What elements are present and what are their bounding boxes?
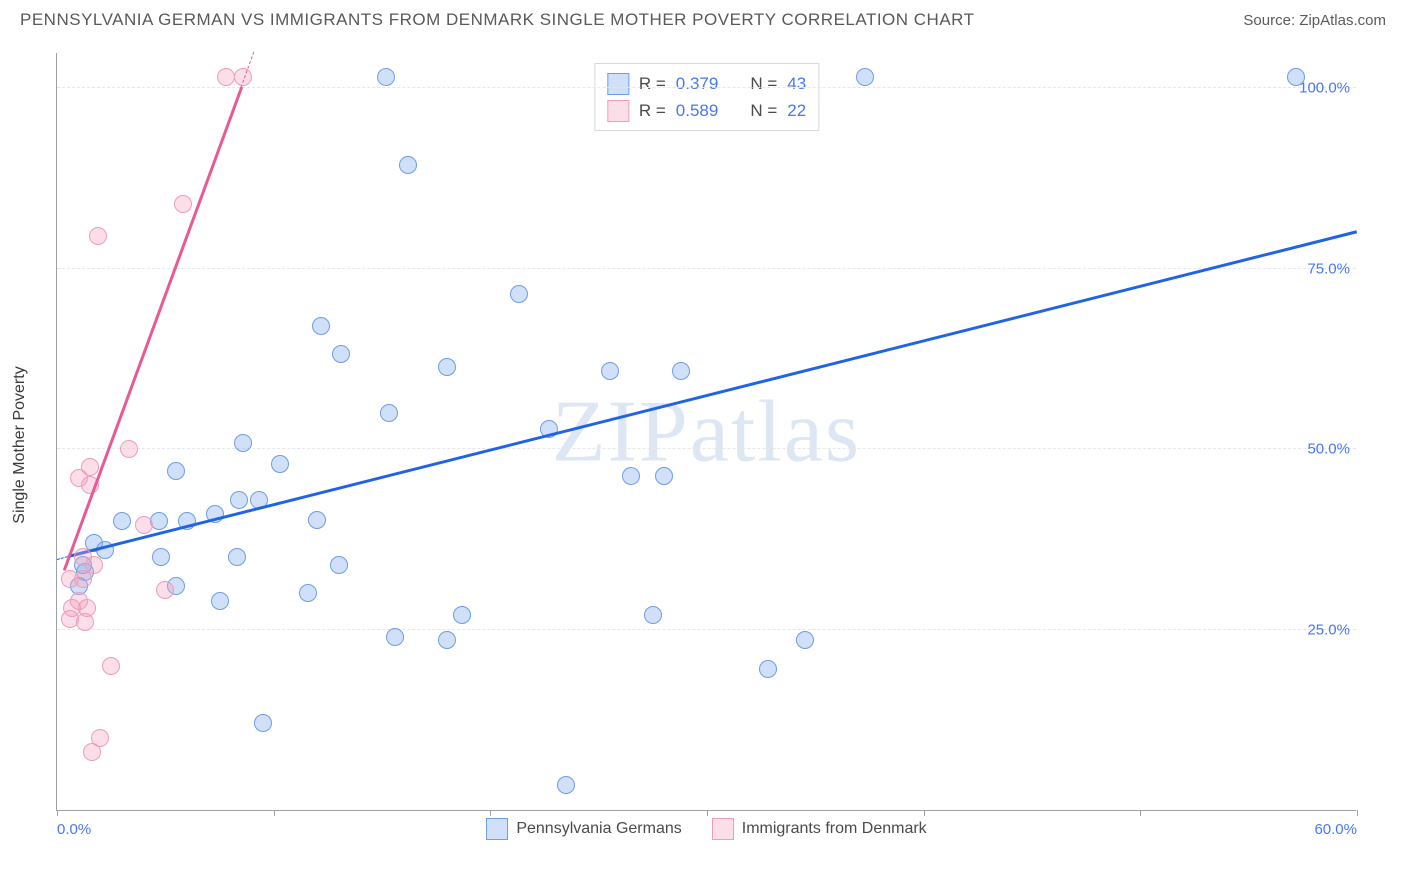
scatter-point <box>622 467 640 485</box>
scatter-point <box>271 455 289 473</box>
source-prefix: Source: <box>1243 12 1299 29</box>
legend-row-series-2: R = 0.589 N = 22 <box>607 97 806 124</box>
scatter-point <box>211 592 229 610</box>
scatter-point <box>438 631 456 649</box>
scatter-point <box>1287 68 1305 86</box>
xtick <box>924 810 925 816</box>
scatter-point <box>230 491 248 509</box>
scatter-point <box>150 512 168 530</box>
legend-item-swatch-2 <box>712 818 734 840</box>
legend-item-swatch-1 <box>486 818 508 840</box>
trend-line <box>68 230 1358 557</box>
scatter-point <box>217 68 235 86</box>
scatter-point <box>856 68 874 86</box>
scatter-point <box>228 548 246 566</box>
xtick <box>707 810 708 816</box>
xtick <box>274 810 275 816</box>
scatter-point <box>377 68 395 86</box>
scatter-point <box>796 631 814 649</box>
scatter-point <box>438 358 456 376</box>
legend-r-label-1: R = <box>639 70 666 97</box>
legend-n-value-1: 43 <box>787 70 806 97</box>
xtick <box>490 810 491 816</box>
scatter-point <box>655 467 673 485</box>
ytick-label: 100.0% <box>1299 80 1350 97</box>
scatter-point <box>386 628 404 646</box>
gridline <box>57 268 1356 269</box>
xtick-label: 60.0% <box>1314 821 1357 838</box>
gridline <box>57 448 1356 449</box>
scatter-point <box>156 581 174 599</box>
xtick <box>1357 810 1358 816</box>
scatter-point <box>312 317 330 335</box>
scatter-point <box>89 227 107 245</box>
watermark-atlas: atlas <box>690 383 861 480</box>
scatter-point <box>174 195 192 213</box>
scatter-point <box>120 440 138 458</box>
series-legend: Pennsylvania Germans Immigrants from Den… <box>57 818 1356 840</box>
trend-line <box>62 86 242 571</box>
legend-r-value-2: 0.589 <box>676 97 719 124</box>
scatter-point <box>74 570 92 588</box>
source-attribution: Source: ZipAtlas.com <box>1243 12 1386 29</box>
scatter-point <box>644 606 662 624</box>
scatter-point <box>672 362 690 380</box>
scatter-point <box>557 776 575 794</box>
watermark-zip: ZIP <box>552 383 690 480</box>
legend-swatch-2 <box>607 100 629 122</box>
ytick-label: 50.0% <box>1307 441 1350 458</box>
scatter-point <box>102 657 120 675</box>
xtick <box>1140 810 1141 816</box>
gridline <box>57 629 1356 630</box>
scatter-point <box>152 548 170 566</box>
legend-n-label-2: N = <box>750 97 777 124</box>
legend-swatch-1 <box>607 73 629 95</box>
legend-r-label-2: R = <box>639 97 666 124</box>
ytick-label: 75.0% <box>1307 260 1350 277</box>
y-axis-label: Single Mother Poverty <box>11 366 29 523</box>
scatter-point <box>308 511 326 529</box>
scatter-point <box>135 516 153 534</box>
legend-r-value-1: 0.379 <box>676 70 719 97</box>
chart-title: PENNSYLVANIA GERMAN VS IMMIGRANTS FROM D… <box>20 10 975 30</box>
legend-item-1: Pennsylvania Germans <box>486 818 681 840</box>
legend-row-series-1: R = 0.379 N = 43 <box>607 70 806 97</box>
chart-container: Single Mother Poverty ZIPatlas R = 0.379… <box>48 45 1388 845</box>
scatter-point <box>76 613 94 631</box>
scatter-point <box>453 606 471 624</box>
scatter-point <box>254 714 272 732</box>
scatter-point <box>759 660 777 678</box>
legend-item-label-2: Immigrants from Denmark <box>742 820 927 838</box>
scatter-point <box>510 285 528 303</box>
header: PENNSYLVANIA GERMAN VS IMMIGRANTS FROM D… <box>0 0 1406 40</box>
xtick-label: 0.0% <box>57 821 91 838</box>
legend-n-label-1: N = <box>750 70 777 97</box>
scatter-point <box>399 156 417 174</box>
legend-n-value-2: 22 <box>787 97 806 124</box>
legend-item-2: Immigrants from Denmark <box>712 818 927 840</box>
legend-item-label-1: Pennsylvania Germans <box>516 820 681 838</box>
scatter-point <box>167 462 185 480</box>
ytick-label: 25.0% <box>1307 621 1350 638</box>
scatter-point <box>83 743 101 761</box>
gridline <box>57 87 1356 88</box>
xtick <box>57 810 58 816</box>
correlation-legend: R = 0.379 N = 43 R = 0.589 N = 22 <box>594 63 819 131</box>
scatter-point <box>380 404 398 422</box>
plot-area: ZIPatlas R = 0.379 N = 43 R = 0.589 N = … <box>56 53 1356 811</box>
scatter-point <box>299 584 317 602</box>
source-link[interactable]: ZipAtlas.com <box>1299 12 1386 29</box>
scatter-point <box>113 512 131 530</box>
scatter-point <box>332 345 350 363</box>
scatter-point <box>601 362 619 380</box>
scatter-point <box>330 556 348 574</box>
scatter-point <box>234 434 252 452</box>
